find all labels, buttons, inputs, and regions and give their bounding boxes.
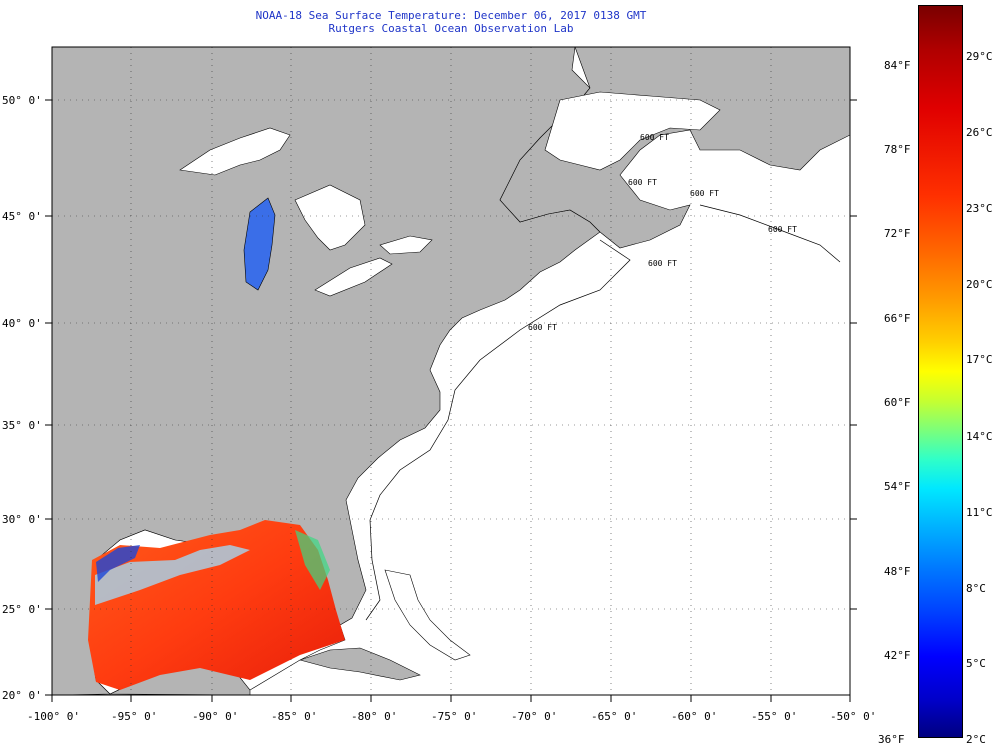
contour-label: 600 FT [648, 259, 677, 268]
lon-label: -100° 0' [27, 710, 80, 723]
colorbar-c-label: 11°C [966, 506, 993, 519]
colorbar-f-label: 48°F [884, 565, 911, 578]
colorbar-f-label: 78°F [884, 143, 911, 156]
graticule [52, 47, 850, 695]
colorbar-c-label: 5°C [966, 657, 986, 670]
contour-label: 600 FT [628, 178, 657, 187]
gulf-green-band [295, 530, 330, 590]
bahamas-outline [384, 569, 471, 661]
colorbar-f-label: 42°F [884, 649, 911, 662]
colorbar-f-label: 36°F [878, 733, 905, 746]
shelf-contour [365, 239, 631, 621]
gulf-cool-band [95, 545, 250, 605]
lat-label: 30° 0' [2, 513, 42, 526]
contour-label: 600 FT [690, 189, 719, 198]
colorbar-c-label: 29°C [966, 50, 993, 63]
map-title-line2: Rutgers Coastal Ocean Observation Lab [328, 22, 574, 35]
lake-ontario [379, 235, 433, 255]
lat-label: 50° 0' [2, 94, 42, 107]
colorbar-c-label: 20°C [966, 278, 993, 291]
colorbar-f-label: 84°F [884, 59, 911, 72]
lat-label: 25° 0' [2, 603, 42, 616]
lake-huron [294, 184, 366, 251]
lon-label: -80° 0' [351, 710, 398, 723]
temperature-colorbar [918, 5, 963, 738]
colorbar-c-label: 8°C [966, 582, 986, 595]
lat-label: 40° 0' [2, 317, 42, 330]
lon-label: -90° 0' [192, 710, 239, 723]
gulf-st-lawrence [544, 91, 721, 171]
lon-label: -60° 0' [671, 710, 718, 723]
lake-superior [179, 127, 291, 176]
shelf-contour-north [699, 204, 841, 263]
colorbar-c-label: 14°C [966, 430, 993, 443]
lat-label: 20° 0' [2, 689, 42, 702]
colorbar-f-label: 54°F [884, 480, 911, 493]
lat-label: 45° 0' [2, 210, 42, 223]
lake-michigan [243, 197, 276, 291]
lake-erie [314, 257, 393, 297]
lon-label: -75° 0' [431, 710, 478, 723]
lon-label: -95° 0' [111, 710, 158, 723]
lon-label: -65° 0' [591, 710, 638, 723]
land-cuba [298, 647, 421, 681]
colorbar-c-label: 26°C [966, 126, 993, 139]
contour-label: 600 FT [768, 225, 797, 234]
lon-label: -70° 0' [511, 710, 558, 723]
map-title-line1: NOAA-18 Sea Surface Temperature: Decembe… [255, 9, 647, 22]
colorbar-f-label: 72°F [884, 227, 911, 240]
gulf-blue-coast [96, 545, 140, 582]
colorbar-f-label: 60°F [884, 396, 911, 409]
tick-marks [45, 99, 857, 702]
contour-label: 600 FT [528, 323, 557, 332]
colorbar-c-label: 2°C [966, 733, 986, 746]
lon-label: -50° 0' [830, 710, 877, 723]
colorbar-f-label: 66°F [884, 312, 911, 325]
lon-label: -85° 0' [271, 710, 318, 723]
colorbar-c-label: 23°C [966, 202, 993, 215]
colorbar-c-label: 17°C [966, 353, 993, 366]
lon-label: -55° 0' [751, 710, 798, 723]
contour-label: 600 FT [640, 133, 669, 142]
lat-label: 35° 0' [2, 419, 42, 432]
